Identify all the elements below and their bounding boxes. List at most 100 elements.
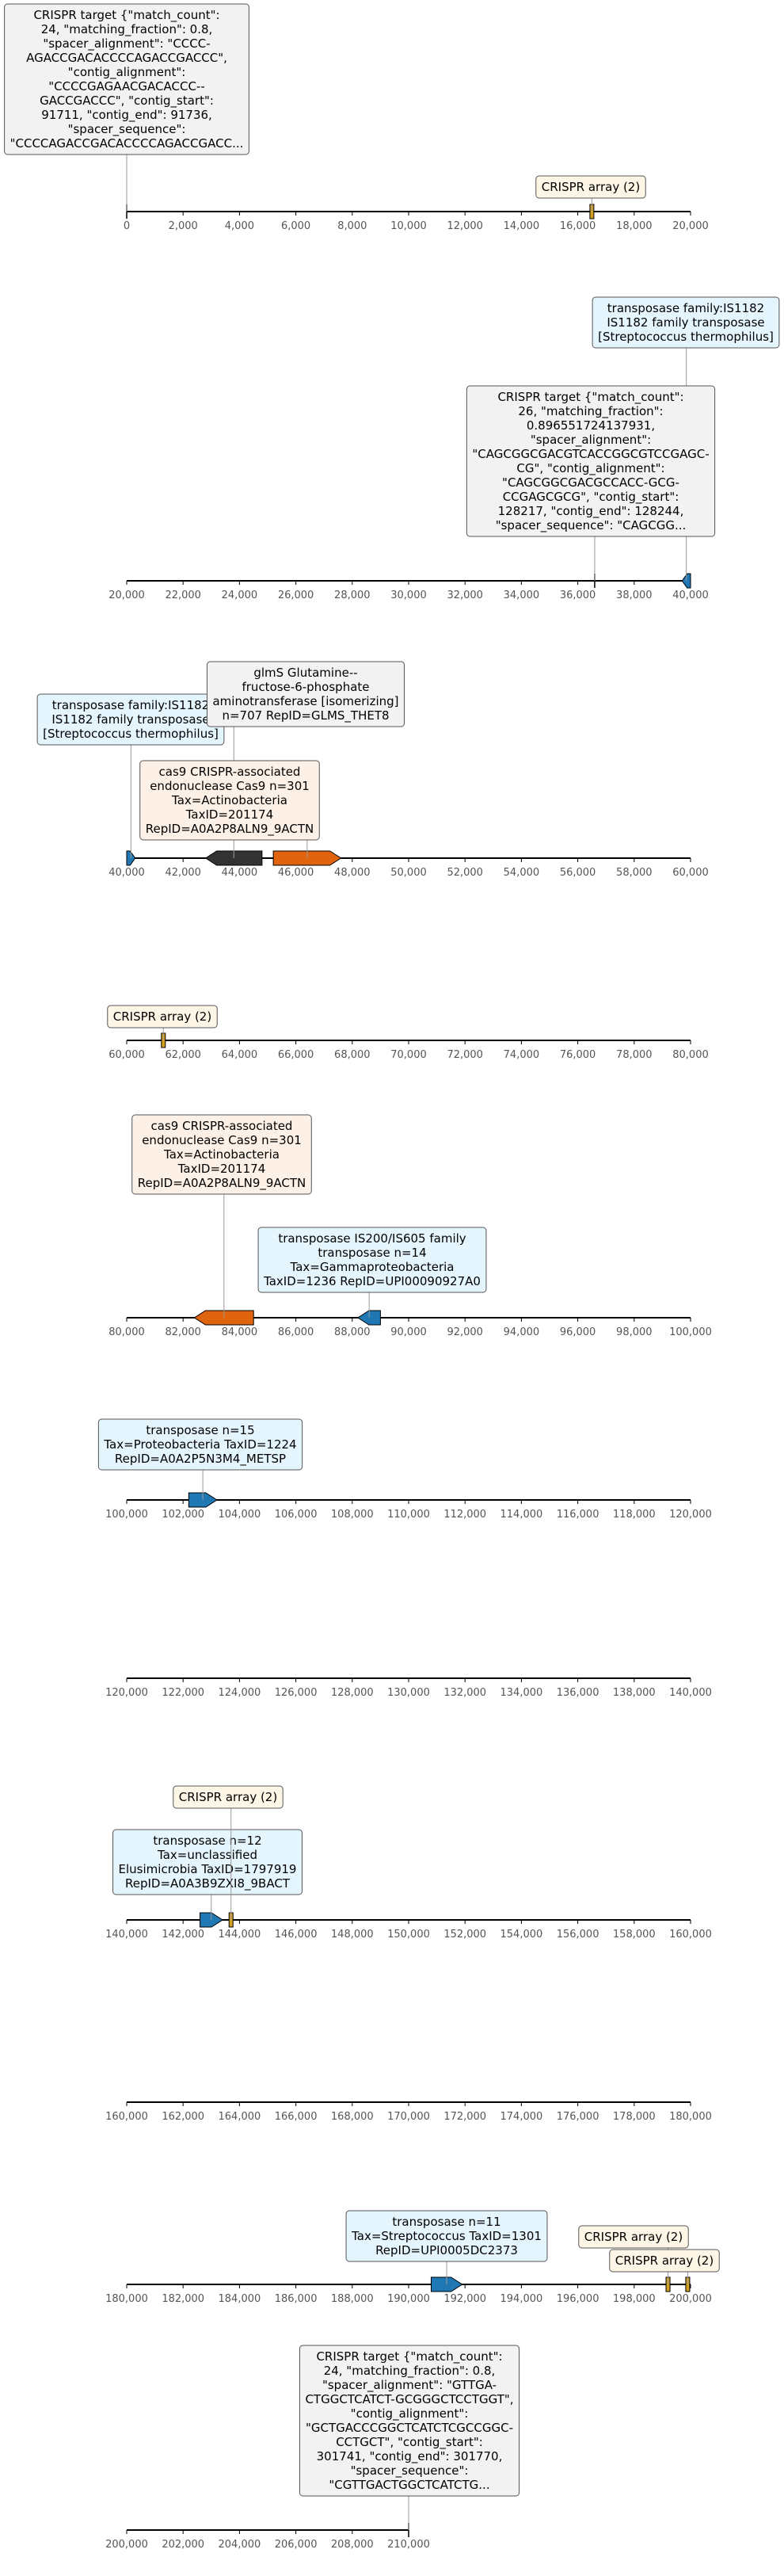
label-line: "CAGCGGCGACGTCACCGGCGTCCGAGC- <box>472 447 709 461</box>
label-box-frame <box>4 3 249 155</box>
tick-label: 144,000 <box>219 1929 261 1941</box>
tick-label: 32,000 <box>447 590 483 601</box>
tick-label: 154,000 <box>500 1929 543 1941</box>
label-line: CRISPR array (2) <box>542 180 640 194</box>
label-line: 91711, "contig_end": 91736, <box>41 108 212 123</box>
tick-label: 54,000 <box>504 867 540 879</box>
labels: CRISPR array (2) <box>107 1005 218 1040</box>
tick-label: 194,000 <box>500 2293 543 2305</box>
tick-label: 56,000 <box>560 867 596 879</box>
tick-label: 26,000 <box>278 590 314 601</box>
label-box-frame <box>609 2249 720 2273</box>
tick-label: 168,000 <box>331 2111 374 2123</box>
label-line: "contig_alignment": <box>351 2406 469 2421</box>
label-box-frame <box>257 1227 487 1293</box>
tick-label: 120,000 <box>669 1509 712 1521</box>
track-10: 200,000 202,000 204,000 206,000 208,000 210,0… <box>105 2345 520 2551</box>
feature-label-box: CRISPR array (2) <box>609 2249 720 2273</box>
labels: transposase n=12Tax=unclassifiedElusimic… <box>112 1785 303 1920</box>
label-box-frame <box>112 1829 303 1895</box>
tick-label: 108,000 <box>331 1509 374 1521</box>
label-line: "CCCCGAGAACGACACCC-- <box>48 79 205 93</box>
tick-label: 206,000 <box>275 2539 318 2551</box>
feature-label-box: CRISPR target {"match_count":24, "matchi… <box>299 2345 520 2497</box>
tick-label: 58,000 <box>616 867 653 879</box>
tick-label: 126,000 <box>275 1687 318 1699</box>
label-box-frame <box>592 296 780 349</box>
label-line: Tax=Actinobacteria <box>163 1147 280 1162</box>
tick-label: 200,000 <box>669 2293 712 2305</box>
tick-label: 166,000 <box>275 2111 318 2123</box>
label-line: RepID=A0A2P8ALN9_9ACTN <box>146 822 314 837</box>
tick-label: 160,000 <box>105 2111 148 2123</box>
tick-label: 204,000 <box>219 2539 261 2551</box>
label-box-frame <box>578 2225 689 2249</box>
tick-label: 24,000 <box>222 590 258 601</box>
tick-label: 122,000 <box>162 1687 204 1699</box>
tick-label: 80,000 <box>672 1049 709 1061</box>
tick-label: 2,000 <box>169 220 198 232</box>
tick-label: 8,000 <box>337 220 367 232</box>
tick-label: 210,000 <box>387 2539 430 2551</box>
label-line: TaxID=201174 <box>185 807 274 822</box>
tick-label: 116,000 <box>557 1509 599 1521</box>
label-line: glmS Glutamine-- <box>253 666 357 680</box>
tick-label: 112,000 <box>443 1509 486 1521</box>
tick-label: 94,000 <box>504 1326 540 1338</box>
tick-label: 84,000 <box>222 1326 258 1338</box>
tick-label: 162,000 <box>162 2111 204 2123</box>
tick-label: 186,000 <box>275 2293 318 2305</box>
tick-label: 68,000 <box>334 1049 371 1061</box>
tick-label: 152,000 <box>443 1929 486 1941</box>
feature-label-box: glmS Glutamine--fructose-6-phosphateamin… <box>206 661 405 727</box>
tick-label: 150,000 <box>387 1929 430 1941</box>
tick-label: 78,000 <box>616 1049 653 1061</box>
tick-label: 40,000 <box>108 867 145 879</box>
track-4: 80,000 82,000 84,000 86,000 88,000 90,000 92,0… <box>108 1114 712 1338</box>
tick-label: 120,000 <box>105 1687 148 1699</box>
tick-label: 106,000 <box>275 1509 318 1521</box>
tick-label: 200,000 <box>105 2539 148 2551</box>
tick-label: 48,000 <box>334 867 371 879</box>
tick-label: 46,000 <box>278 867 314 879</box>
label-line: 24, "matching_fraction": 0.8, <box>324 2364 496 2379</box>
tick-label: 160,000 <box>669 1929 712 1941</box>
tick-label: 156,000 <box>557 1929 599 1941</box>
label-line: CCTGCT", "contig_start": <box>336 2435 483 2450</box>
tick-label: 178,000 <box>613 2111 656 2123</box>
track-6: 120,000 122,000 124,000 126,000 128,000 130,0… <box>105 1677 712 1699</box>
feature-label-box: transposase n=12Tax=unclassifiedElusimic… <box>112 1829 303 1895</box>
tick-label: 38,000 <box>616 590 653 601</box>
tick-label: 140,000 <box>105 1929 148 1941</box>
label-line: TaxID=1236 RepID=UPI00090927A0 <box>263 1274 481 1288</box>
tick-label: 134,000 <box>500 1687 543 1699</box>
tick-label: 148,000 <box>331 1929 374 1941</box>
label-line: CRISPR array (2) <box>584 2230 683 2244</box>
label-line: "CAGCGGCGACGCCACC-GCG- <box>502 475 679 490</box>
label-line: Elusimicrobia TaxID=1797919 <box>119 1862 297 1876</box>
label-line: fructose-6-phosphate <box>242 680 369 694</box>
tick-label: 142,000 <box>162 1929 204 1941</box>
label-line: CRISPR target {"match_count": <box>33 8 219 23</box>
label-line: IS1182 family transposase <box>607 315 764 330</box>
label-box-frame <box>299 2345 520 2497</box>
tick-label: 12,000 <box>447 220 483 232</box>
label-line: "contig_alignment": <box>68 65 186 80</box>
label-line: Tax=Streptococcus TaxID=1301 <box>351 2229 542 2243</box>
label-box-frame <box>206 661 405 727</box>
tick-label: 10,000 <box>390 220 427 232</box>
label-line: CG", "contig_alignment": <box>516 461 664 476</box>
track-5: 100,000 102,000 104,000 106,000 108,000 110,0… <box>97 1418 712 1521</box>
tick-label: 64,000 <box>222 1049 258 1061</box>
tick-label: 100,000 <box>669 1326 712 1338</box>
label-line: 301741, "contig_end": 301770, <box>317 2449 503 2464</box>
feature-label-box: transposase IS200/IS605 familytransposas… <box>257 1227 487 1293</box>
labels: CRISPR target {"match_count":24, "matchi… <box>299 2345 520 2530</box>
tick-label: 50,000 <box>390 867 427 879</box>
